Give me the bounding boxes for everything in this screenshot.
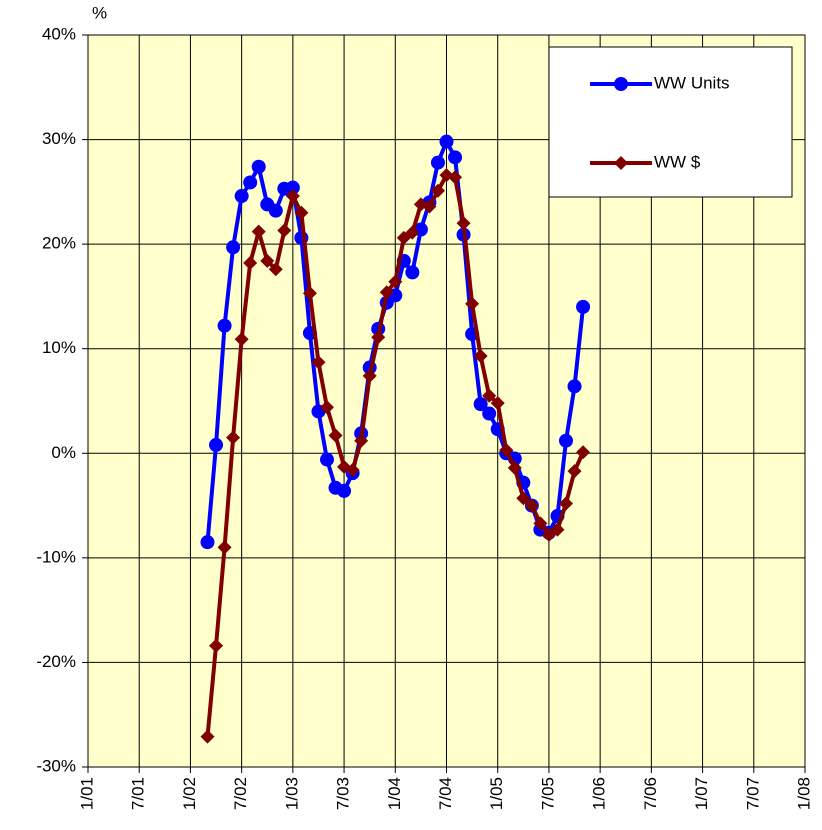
marker — [430, 155, 445, 170]
marker — [516, 491, 531, 506]
x-tick-label: 1/05 — [487, 777, 506, 810]
x-tick-label: 7/04 — [436, 777, 455, 810]
marker — [559, 496, 573, 511]
marker — [345, 463, 360, 478]
marker — [456, 216, 471, 231]
y-tick-label: 30% — [42, 129, 76, 148]
marker — [294, 205, 309, 220]
x-tick-label: 1/03 — [282, 777, 301, 810]
marker — [320, 452, 334, 467]
marker — [405, 265, 420, 280]
marker — [226, 430, 241, 445]
y-axis-label: % — [92, 3, 107, 22]
x-tick-label: 7/03 — [334, 777, 353, 810]
marker — [405, 225, 420, 240]
y-tick-label: -20% — [36, 652, 76, 671]
marker — [524, 498, 539, 513]
marker — [243, 255, 258, 270]
x-tick-label: 1/02 — [180, 777, 199, 810]
x-tick-label: 7/07 — [743, 777, 762, 810]
y-tick-label: -30% — [36, 756, 76, 775]
marker — [490, 396, 505, 411]
marker — [614, 156, 628, 170]
marker — [268, 203, 283, 218]
x-tick-label: 1/08 — [794, 777, 813, 810]
marker — [311, 355, 326, 370]
marker — [439, 134, 454, 149]
marker — [388, 274, 403, 289]
legend — [548, 46, 793, 198]
marker — [550, 522, 565, 537]
marker — [379, 285, 394, 300]
marker — [209, 638, 224, 653]
marker — [268, 262, 283, 277]
marker — [614, 77, 628, 91]
marker — [448, 170, 463, 185]
marker — [362, 368, 377, 383]
marker — [533, 516, 548, 531]
marker — [337, 483, 352, 498]
marker — [200, 535, 215, 550]
marker — [328, 428, 343, 443]
y-tick-label: 10% — [42, 338, 76, 357]
marker — [251, 224, 266, 239]
legend-label: WW $ — [654, 152, 701, 171]
y-tick-label: 20% — [42, 234, 76, 253]
x-tick-label: 7/06 — [641, 777, 660, 810]
marker — [251, 159, 266, 174]
y-tick-label: 40% — [42, 24, 76, 43]
x-tick-label: 7/02 — [231, 777, 250, 810]
marker — [567, 379, 582, 394]
marker — [473, 349, 488, 364]
marker — [507, 460, 522, 475]
marker — [430, 183, 445, 198]
x-tick-label: 1/07 — [692, 777, 711, 810]
marker — [234, 189, 249, 204]
x-tick-label: 1/04 — [385, 777, 404, 810]
marker — [260, 253, 275, 268]
x-tick-label: 7/01 — [129, 777, 148, 810]
marker — [285, 180, 300, 195]
x-tick-label: 7/05 — [538, 777, 557, 810]
marker — [499, 443, 514, 458]
marker — [576, 445, 591, 460]
x-tick-label: 1/06 — [590, 777, 609, 810]
marker — [473, 397, 488, 412]
plot-border — [87, 34, 806, 768]
marker — [482, 388, 497, 403]
marker — [482, 406, 497, 421]
marker — [200, 729, 215, 744]
marker — [209, 437, 224, 452]
marker — [226, 240, 241, 255]
marker — [302, 286, 317, 301]
marker — [217, 540, 232, 555]
marker — [277, 223, 292, 238]
marker — [576, 299, 591, 314]
x-tick-label: 1/01 — [77, 777, 96, 810]
marker — [422, 199, 437, 214]
y-tick-label: 0% — [51, 443, 76, 462]
legend-label: WW Units — [654, 73, 730, 92]
marker — [243, 175, 258, 190]
marker — [567, 464, 582, 479]
marker — [371, 330, 386, 345]
marker — [285, 189, 300, 204]
marker — [448, 150, 463, 165]
marker — [217, 318, 232, 333]
marker — [234, 332, 249, 347]
y-tick-label: -10% — [36, 547, 76, 566]
marker — [559, 433, 573, 448]
marker — [465, 296, 480, 311]
marker — [354, 433, 369, 448]
marker — [320, 400, 334, 415]
